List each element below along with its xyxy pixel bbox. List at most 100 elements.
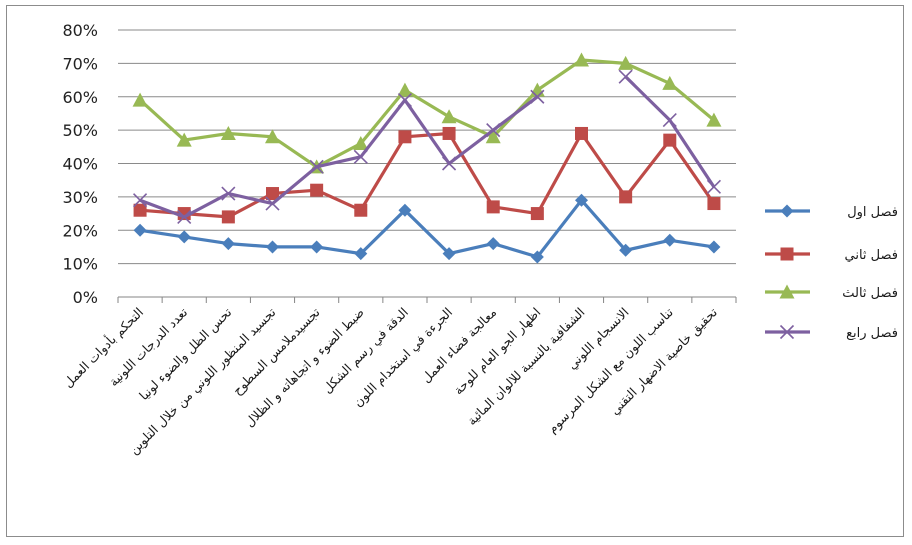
x-tick-label: تعدد الدرجات اللونية [106,304,192,390]
series-3-point [485,129,501,144]
marker-stroke [353,149,368,164]
series-1-point [575,193,588,207]
marker-stroke [265,196,280,211]
series-1-point [310,240,324,254]
series-3-point [353,135,369,150]
series-3-point [265,129,280,144]
y-tick-label: 80% [62,21,98,40]
series-2-point [663,133,677,147]
x-tick-label: معالجة فضاء العمل [418,305,499,386]
series-lines [132,52,722,264]
marker-stroke [662,113,677,128]
y-tick-label: 70% [62,54,98,73]
y-tick-label: 60% [62,88,98,107]
series-1-point [619,243,633,257]
legend-item-1: فصل اول [765,204,898,220]
marker-stroke [486,123,501,138]
series-1-point [486,237,500,251]
series-4-point [133,193,148,208]
legend-item-4: فصل رابع [765,324,898,341]
series-2-point [530,207,544,221]
series-1-point [398,203,412,217]
legend-marker [779,324,795,340]
legend-item-3: فصل ثالث [765,284,898,301]
legend-label: فصل رابع [846,326,898,341]
series-3-point [574,52,589,67]
series-4-point [486,123,501,138]
y-axis-ticks: 0% 10% 20% 30% 40% 50% 60% 70% 80% [62,21,98,307]
series-2-point [266,187,279,201]
legend-label: فصل ثالث [842,286,898,301]
legend-label: فصل ثاني [845,248,899,263]
series-1-line [139,198,715,259]
series-3-point [662,75,678,90]
chart-frame [6,5,904,537]
x-tick-label: التحكم بأدوات العمل [60,304,147,391]
series-3-point [441,109,457,124]
marker-stroke [530,89,545,104]
marker-stroke [779,324,795,340]
series-2-point [619,190,633,204]
series-1-point [663,233,677,247]
legend-marker [780,204,794,218]
series-4-point [177,209,192,224]
series-4-point [397,93,412,108]
series-2-point [354,203,368,217]
marker-stroke [706,179,721,194]
y-tick-label: 0% [73,288,98,307]
series-4-point [618,69,633,84]
series-2-point [310,183,324,197]
series-4-point [221,186,236,201]
series-2-point [221,210,235,224]
series-3-point [176,132,192,147]
marker-stroke [442,156,457,171]
series-1-point [133,223,147,237]
x-axis [117,297,737,303]
series-4-point [353,149,368,164]
series-1-point [177,230,191,244]
series-2-point [486,200,500,214]
y-tick-label: 30% [62,188,98,207]
series-1-point [530,250,544,264]
series-4-point [265,196,280,211]
series-2-point [575,126,588,140]
marker-stroke [177,209,192,224]
series-4-point [309,159,324,174]
legend: فصل اول فصل ثاني فصل ثالث فصل رابع [765,204,899,341]
series-4-point [706,179,721,194]
series-4 [133,69,721,224]
series-2-line [139,131,716,219]
series-2-point [398,130,412,144]
series-2-point [442,126,456,140]
series-3-point [706,112,722,127]
series-2-point [707,197,721,211]
marker-stroke [397,93,412,108]
series-3 [132,52,722,174]
series-1-point [221,237,235,251]
legend-item-2: فصل ثاني [765,247,899,263]
series-2-point [133,203,147,217]
series-3-point [618,55,634,70]
series-4-point [530,89,545,104]
series-3-line [139,58,715,169]
y-tick-label: 40% [62,155,98,174]
series-1 [133,193,721,264]
y-tick-label: 10% [62,255,98,274]
series-3-point [132,92,148,107]
y-tick-label: 20% [62,221,98,240]
series-1-point [266,240,279,254]
y-tick-label: 50% [62,121,98,140]
series-4-point [662,113,677,128]
series-1-point [354,247,368,261]
legend-marker [780,247,794,261]
series-3-point [397,82,413,97]
marker-stroke [309,159,324,174]
series-2 [133,126,721,224]
series-1-point [707,240,721,254]
marker-stroke [618,69,633,84]
marker-stroke [133,193,148,208]
series-3-point [220,125,236,140]
series-4-point [442,156,457,171]
